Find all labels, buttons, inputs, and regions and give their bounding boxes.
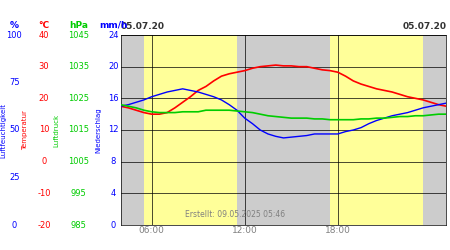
Text: 05.07.20: 05.07.20 [402,22,446,31]
Text: 1045: 1045 [68,30,89,40]
Text: -10: -10 [37,189,51,198]
Text: 10: 10 [39,126,50,134]
Text: °C: °C [39,20,50,30]
Text: 985: 985 [71,220,87,230]
Bar [121,35,144,225]
Text: 1015: 1015 [68,126,89,134]
Text: Erstellt: 09.05.2025 05:46: Erstellt: 09.05.2025 05:46 [184,210,285,219]
Text: 1035: 1035 [68,62,89,71]
Text: 16: 16 [108,94,119,103]
Bar [423,35,446,225]
Text: 25: 25 [9,173,20,182]
Text: 100: 100 [6,30,22,40]
Text: 75: 75 [9,78,20,87]
Text: 8: 8 [111,157,116,166]
Text: Temperatur: Temperatur [22,110,28,150]
Text: 995: 995 [71,189,86,198]
Text: 20: 20 [108,62,119,71]
Text: 24: 24 [108,30,119,40]
Text: 12: 12 [108,126,119,134]
Bar [330,35,423,225]
Text: Niederschlag: Niederschlag [95,107,101,153]
Text: 40: 40 [39,30,50,40]
Bar [144,35,237,225]
Text: Luftdruck: Luftdruck [53,114,59,146]
Bar [237,35,330,225]
Text: hPa: hPa [69,20,88,30]
Text: 0: 0 [41,157,47,166]
Text: -20: -20 [37,220,51,230]
Text: 50: 50 [9,126,20,134]
Text: Luftfeuchtigkeit: Luftfeuchtigkeit [0,102,7,158]
Text: %: % [10,20,19,30]
Text: 0: 0 [111,220,116,230]
Text: mm/h: mm/h [99,20,128,30]
Text: 05.07.20: 05.07.20 [121,22,165,31]
Text: 0: 0 [12,220,17,230]
Text: 30: 30 [39,62,50,71]
Text: 4: 4 [111,189,116,198]
Text: 1025: 1025 [68,94,89,103]
Text: 1005: 1005 [68,157,89,166]
Text: 20: 20 [39,94,50,103]
